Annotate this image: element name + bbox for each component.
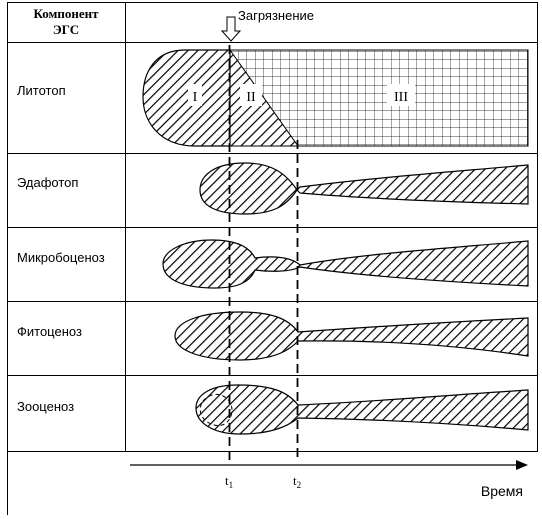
phytocenosis-shape	[174, 311, 529, 361]
edaphotope-shape	[199, 162, 529, 215]
t1-label: t1	[225, 473, 233, 490]
time-axis	[130, 460, 528, 470]
zone-label-ii: II	[246, 90, 256, 105]
zoocenosis-shape	[195, 384, 529, 435]
pollution-arrow-icon	[220, 16, 242, 42]
zone-label-i: I	[193, 90, 198, 105]
lithotope-shape	[142, 48, 529, 147]
row-label-phytocenosis: Фитоценоз	[17, 324, 82, 339]
row-label-zoocenosis: Зооценоз	[17, 399, 74, 414]
row-label-lithotope: Литотоп	[17, 83, 66, 98]
time-axis-label: Время	[481, 483, 523, 499]
microbocenosis-shape	[162, 239, 529, 289]
table-frame	[7, 2, 538, 515]
zone-label-iii: III	[394, 90, 408, 105]
row-label-edaphotope: Эдафотоп	[17, 175, 78, 190]
column-title: Компонент	[33, 6, 99, 21]
t2-label: t2	[293, 473, 301, 490]
column-title-abbr: ЭГС	[53, 22, 79, 37]
row-label-microbocenosis: Микробоценоз	[17, 250, 105, 265]
pollution-label: Загрязнение	[238, 8, 314, 23]
